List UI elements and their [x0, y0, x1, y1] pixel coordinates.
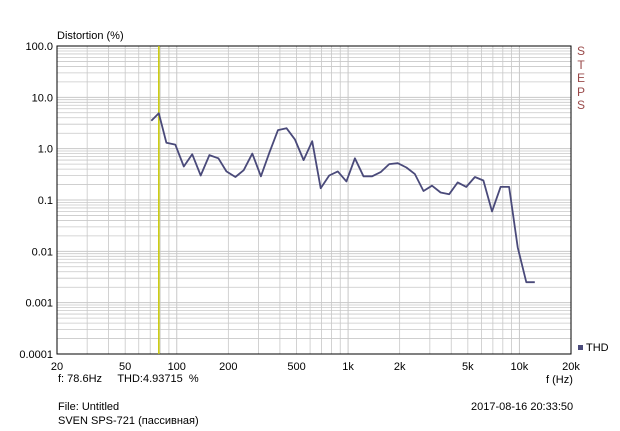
grid [56, 46, 572, 355]
y-tick-label: 1.0 [38, 144, 53, 156]
x-tick-label: 2k [394, 361, 406, 373]
cursor-frequency: f: 78.6Hz [58, 373, 103, 385]
device-name: SVEN SPS-721 (пассивная) [58, 415, 199, 427]
timestamp: 2017-08-16 20:33:50 [471, 401, 574, 413]
file-name: File: Untitled [58, 401, 120, 413]
x-tick-label: 1k [342, 361, 354, 373]
x-tick-label: 10k [511, 361, 529, 373]
y-tick-labels: 100.0 10.0 1.0 0.1 0.01 0.001 0.0001 [19, 41, 53, 361]
x-tick-label: 20 [51, 361, 63, 373]
series-layer [150, 112, 535, 284]
y-tick-label: 100.0 [25, 41, 53, 53]
legend-label: THD [586, 342, 609, 354]
y-tick-label: 0.01 [32, 246, 53, 258]
series-line-thd [150, 112, 535, 284]
y-axis-label: Distortion (%) [57, 30, 124, 42]
plot-frame [56, 45, 572, 355]
y-tick-label: 0.0001 [19, 349, 53, 361]
cursor-readout: f: 78.6Hz THD:4.93715 % [58, 373, 199, 385]
x-tick-label: 5k [462, 361, 474, 373]
x-tick-label: 200 [219, 361, 237, 373]
x-tick-label: 50 [119, 361, 131, 373]
x-tick-label: 20k [562, 361, 580, 373]
cursor-unit: % [188, 373, 199, 385]
x-tick-label: 100 [168, 361, 186, 373]
y-tick-label: 0.001 [25, 298, 53, 310]
cursor-thd: THD:4.93715 [117, 373, 183, 385]
legend-swatch [578, 345, 583, 350]
x-axis-label: f (Hz) [546, 374, 573, 386]
legend: THD [578, 342, 609, 354]
x-tick-labels: 20 50 100 200 500 1k 2k 5k 10k 20k [51, 361, 580, 373]
y-tick-label: 0.1 [38, 195, 53, 207]
x-tick-label: 500 [287, 361, 305, 373]
y-tick-label: 10.0 [32, 92, 53, 104]
